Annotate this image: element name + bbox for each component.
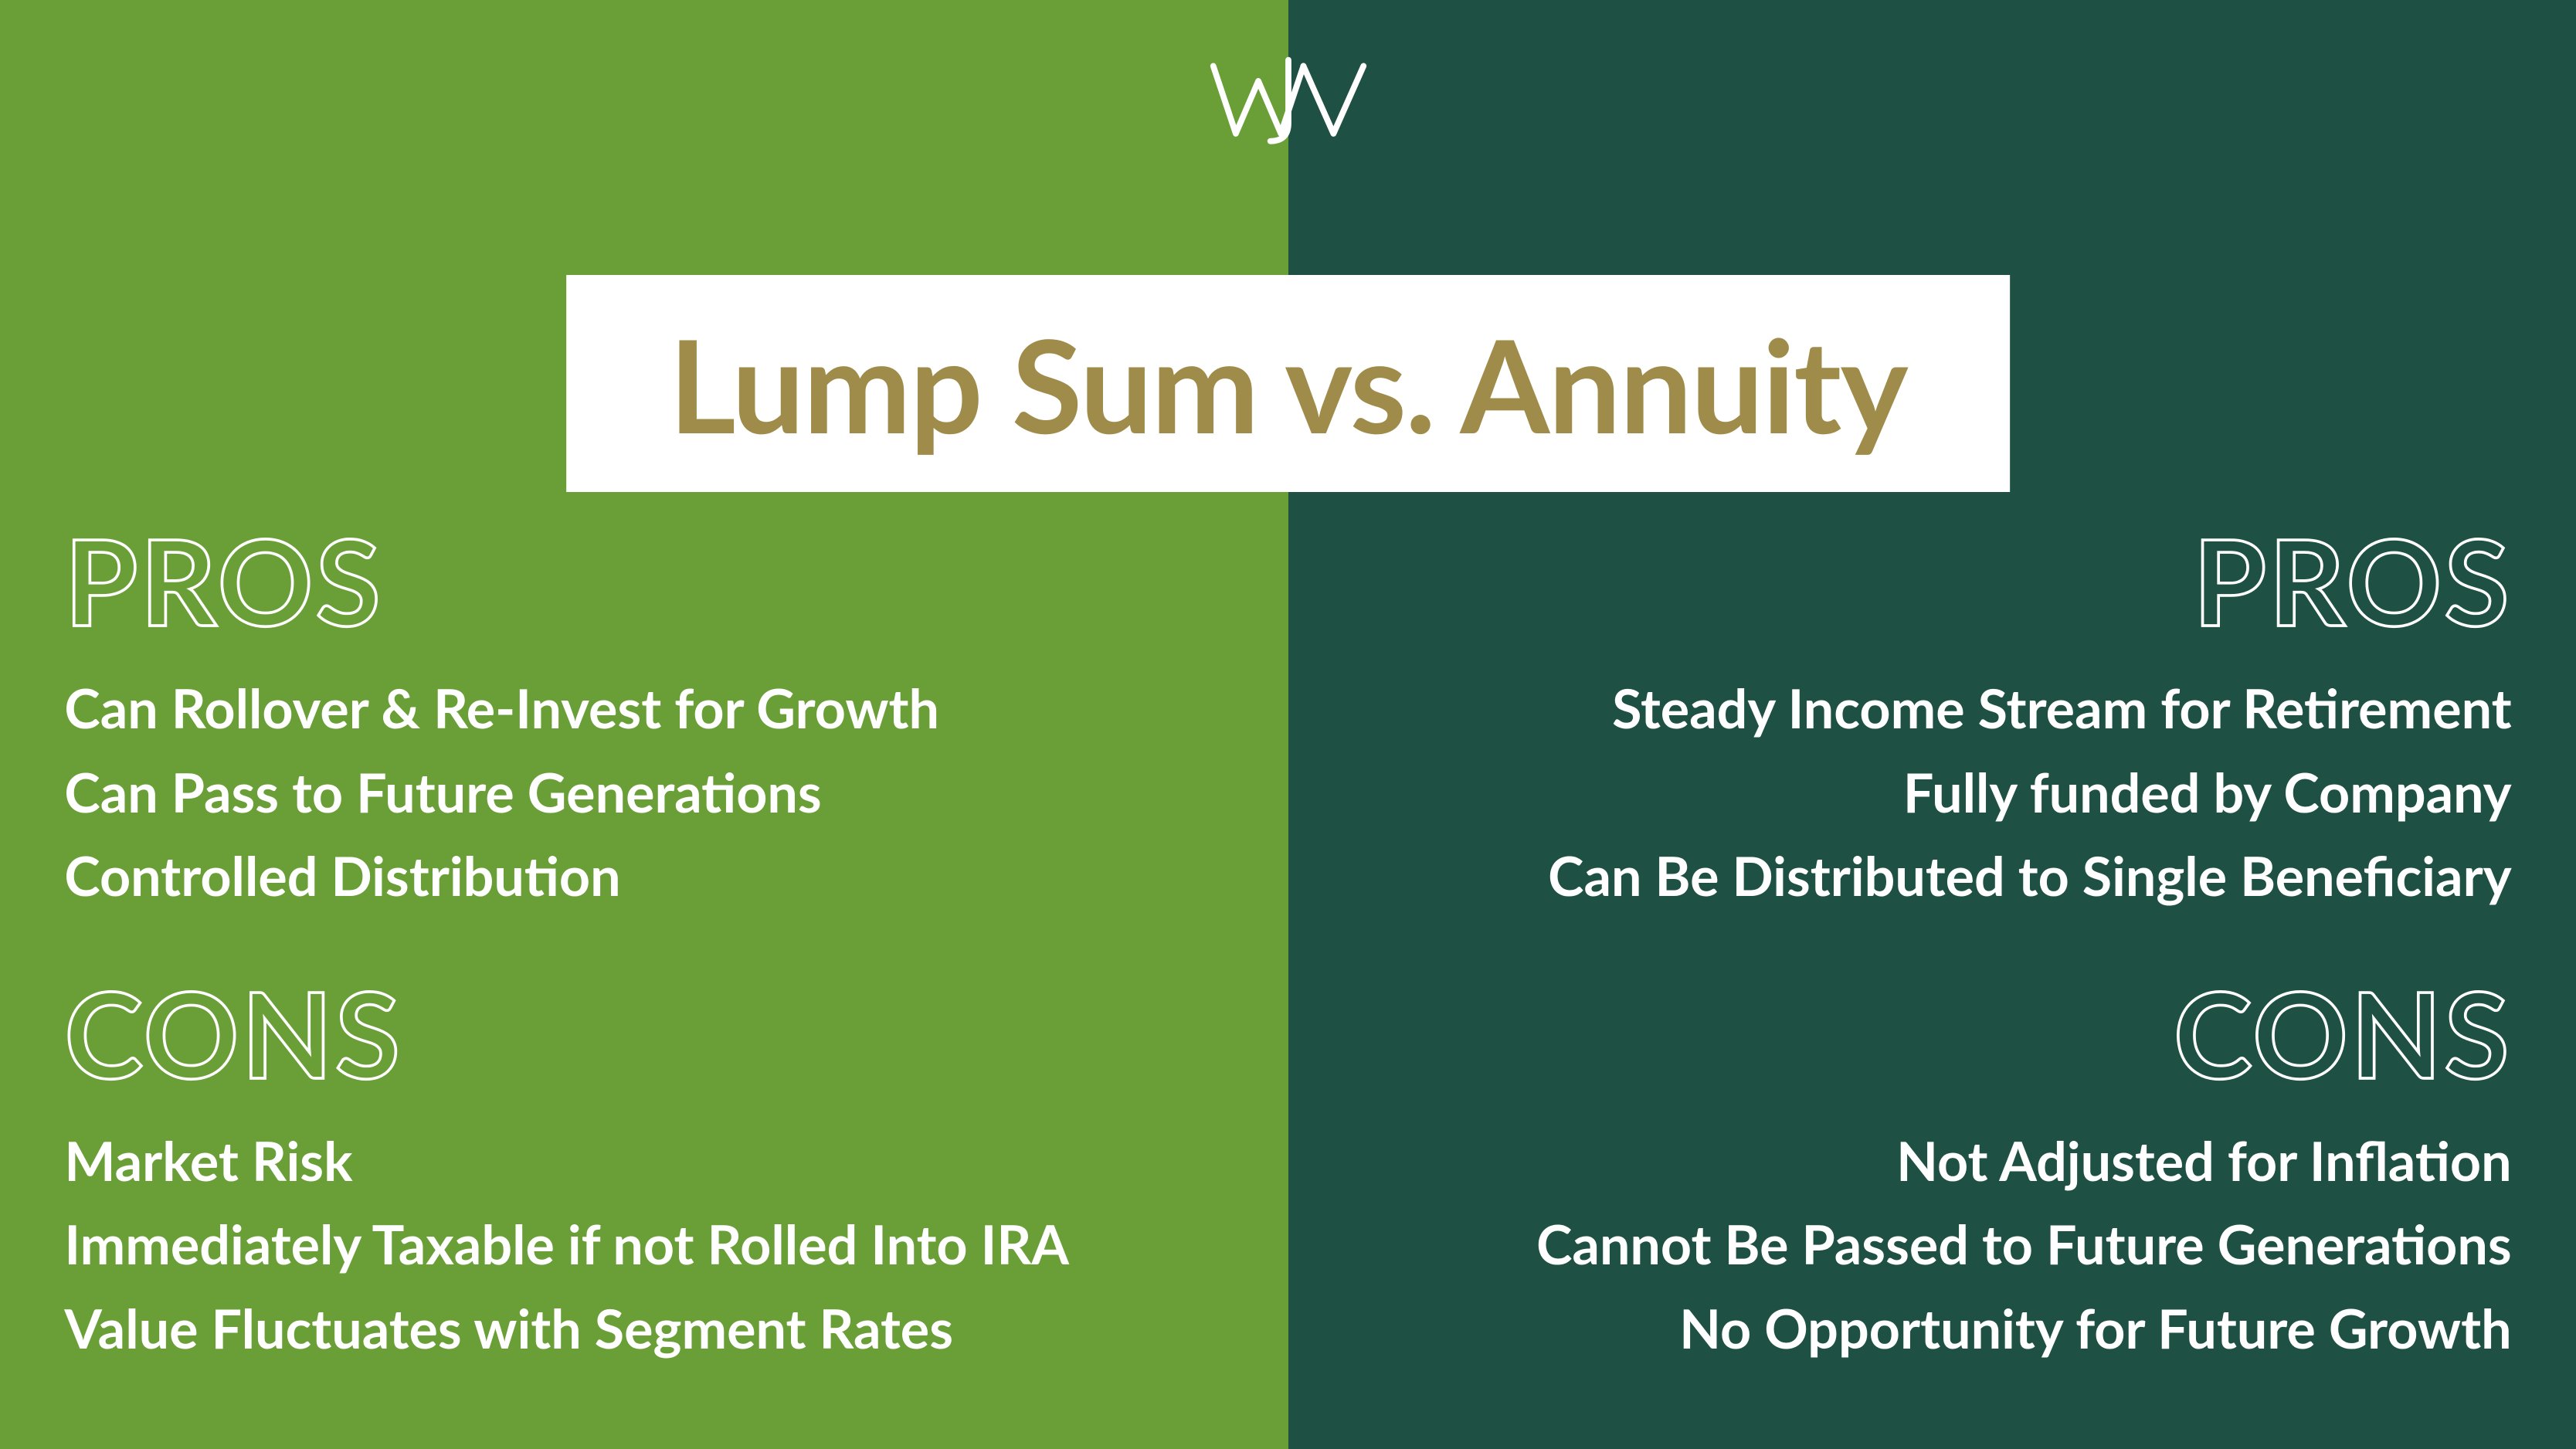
- list-item: Not Adjusted for Inflation: [1352, 1118, 2512, 1203]
- list-item: Can Rollover & Re-Invest for Growth: [64, 666, 1224, 750]
- left-pros-list: Can Rollover & Re-Invest for Growth Can …: [64, 666, 1224, 918]
- slide-title: Lump Sum vs. Annuity: [669, 306, 1907, 461]
- comparison-slide: Lump Sum vs. Annuity PROS Can Rollover &…: [0, 0, 2576, 1449]
- right-pros-list: Steady Income Stream for Retirement Full…: [1352, 666, 2512, 918]
- right-cons-heading: CONS: [1352, 974, 2512, 1092]
- right-panel-annuity: PROS Steady Income Stream for Retirement…: [1288, 0, 2576, 1449]
- list-item: No Opportunity for Future Growth: [1352, 1286, 2512, 1370]
- left-content: PROS Can Rollover & Re-Invest for Growth…: [0, 521, 1288, 1427]
- list-item: Can Pass to Future Generations: [64, 750, 1224, 834]
- list-item: Fully funded by Company: [1352, 750, 2512, 834]
- list-item: Market Risk: [64, 1118, 1224, 1203]
- right-pros-heading: PROS: [1352, 521, 2512, 640]
- right-cons-list: Not Adjusted for Inflation Cannot Be Pas…: [1352, 1118, 2512, 1370]
- list-item: Steady Income Stream for Retirement: [1352, 666, 2512, 750]
- list-item: Value Fluctuates with Segment Rates: [64, 1286, 1224, 1370]
- right-content: PROS Steady Income Stream for Retirement…: [1288, 521, 2576, 1427]
- left-cons-list: Market Risk Immediately Taxable if not R…: [64, 1118, 1224, 1370]
- title-box: Lump Sum vs. Annuity: [566, 275, 2011, 492]
- list-item: Cannot Be Passed to Future Generations: [1352, 1202, 2512, 1286]
- list-item: Controlled Distribution: [64, 833, 1224, 918]
- left-pros-heading: PROS: [64, 521, 1224, 640]
- wjv-logo-icon: [1198, 51, 1378, 156]
- list-item: Can Be Distributed to Single Beneficiary: [1352, 833, 2512, 918]
- left-cons-heading: CONS: [64, 974, 1224, 1092]
- left-panel-lump-sum: PROS Can Rollover & Re-Invest for Growth…: [0, 0, 1288, 1449]
- list-item: Immediately Taxable if not Rolled Into I…: [64, 1202, 1224, 1286]
